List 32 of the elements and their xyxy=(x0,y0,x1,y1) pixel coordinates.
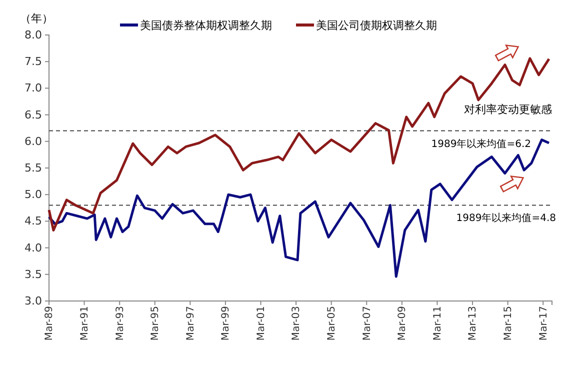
y-tick-label: 3.5 xyxy=(24,268,42,281)
annotation: 对利率变动更敏感 xyxy=(464,103,552,116)
x-tick-label: Mar-89 xyxy=(44,306,56,341)
y-tick-label: 4.0 xyxy=(24,241,42,254)
y-tick-label: 6.0 xyxy=(24,134,42,148)
x-tick-label: Mar-91 xyxy=(79,306,90,341)
legend-label: 美国债券整体期权调整久期 xyxy=(140,19,272,32)
y-tick-label: 6.5 xyxy=(24,108,42,122)
y-tick-label: 7.5 xyxy=(24,55,42,68)
y-tick-label: 4.5 xyxy=(24,214,42,228)
y-tick-label: 3.0 xyxy=(24,294,42,308)
y-tick-label: 5.0 xyxy=(24,188,42,202)
legend-label: 美国公司债期权调整久期 xyxy=(316,19,437,32)
y-tick-label: 5.5 xyxy=(24,162,42,175)
x-tick-label: Mar-99 xyxy=(220,306,232,341)
x-tick-label: Mar-11 xyxy=(432,306,444,341)
x-tick-label: Mar-05 xyxy=(326,306,338,341)
y-tick-label: 7.0 xyxy=(24,82,42,95)
x-tick-label: Mar-13 xyxy=(468,306,479,341)
x-tick-label: Mar-15 xyxy=(502,306,514,341)
x-tick-label: Mar-07 xyxy=(362,306,373,341)
x-tick-label: Mar-03 xyxy=(291,306,302,341)
x-tick-label: Mar-93 xyxy=(114,306,126,341)
ref-line-label: 1989年以来均值=4.8 xyxy=(456,212,556,224)
x-tick-label: Mar-01 xyxy=(256,306,267,341)
x-tick-label: Mar-17 xyxy=(538,306,550,341)
ref-line-label: 1989年以来均值=6.2 xyxy=(431,138,531,150)
y-tick-label: 8.0 xyxy=(24,28,42,42)
x-tick-label: Mar-95 xyxy=(150,306,162,341)
x-tick-label: Mar-09 xyxy=(397,306,408,341)
y-axis-title: （年） xyxy=(20,12,53,25)
x-tick-label: Mar-97 xyxy=(185,306,196,341)
